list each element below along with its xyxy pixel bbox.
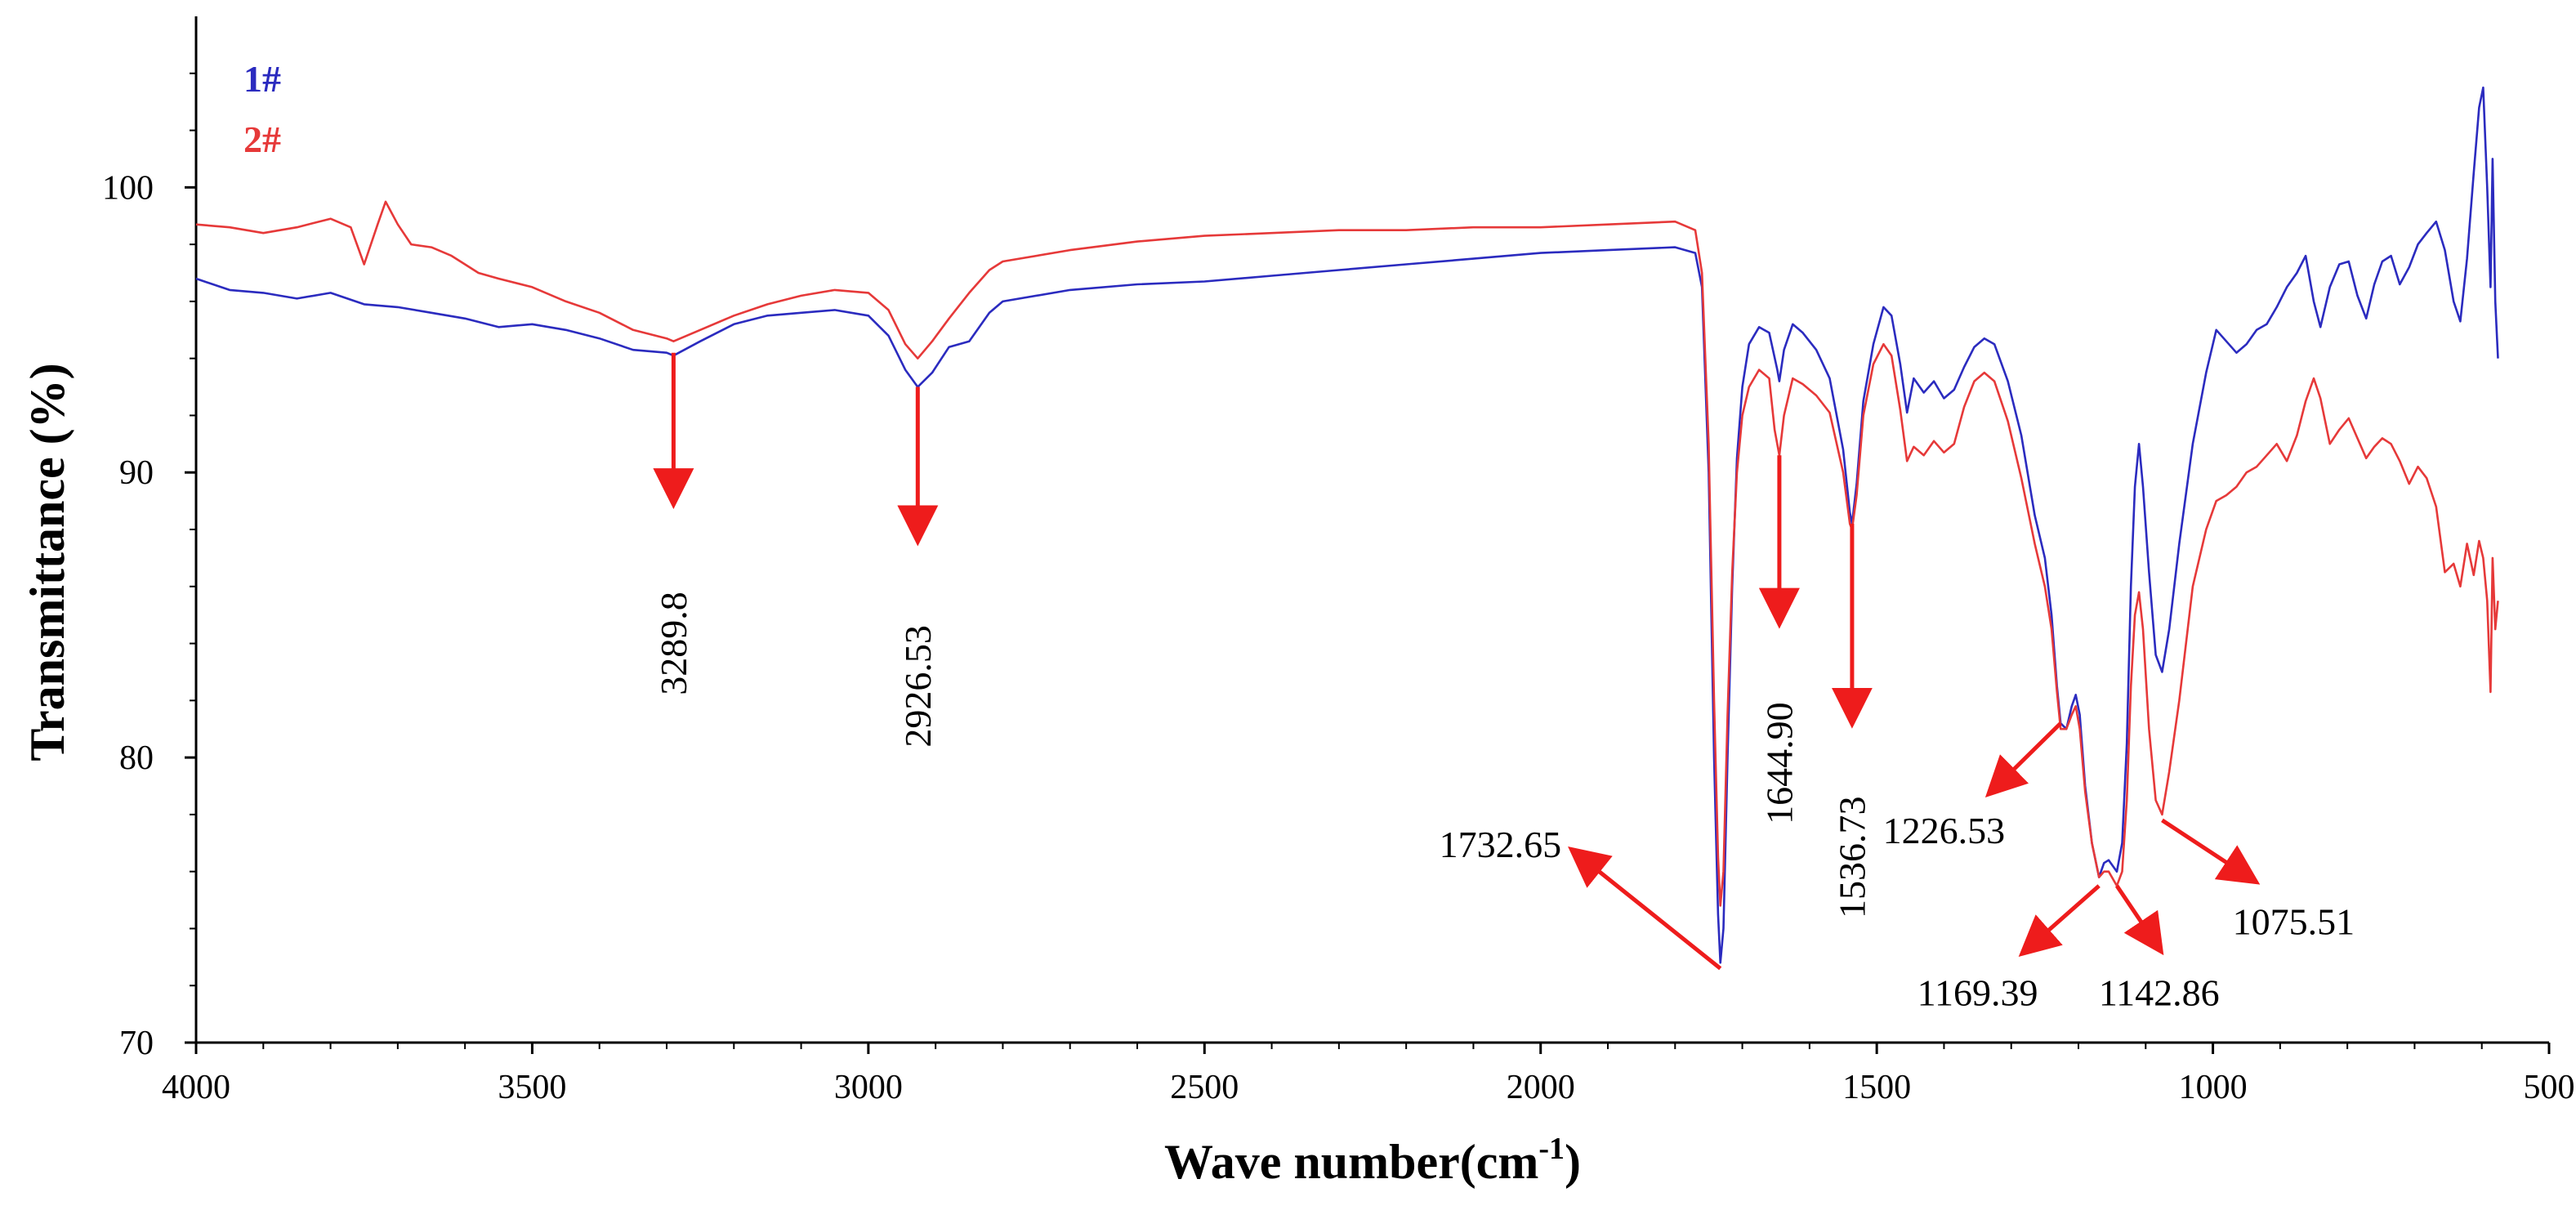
annotation-label: 1644.90 [1758, 702, 1800, 824]
annotation-label: 1732.65 [1440, 824, 1562, 865]
annotation-label: 2926.53 [897, 625, 939, 748]
y-tick-label: 90 [119, 454, 154, 492]
x-tick-label: 2500 [1170, 1069, 1239, 1106]
annotation-arrow [1984, 721, 2062, 797]
annotation-label: 1169.39 [1917, 972, 2038, 1014]
legend-entry: 2# [243, 118, 281, 160]
x-tick-label: 2000 [1507, 1069, 1575, 1106]
annotation-label: 1075.51 [2233, 900, 2355, 942]
axis-labels: Wave number(cm-1) Transmittance (%) [20, 363, 1581, 1189]
y-axis-label: Transmittance (%) [20, 363, 74, 761]
y-tick-label: 80 [119, 739, 154, 777]
legend-entry: 1# [243, 58, 281, 100]
annotation-label: 1142.86 [2099, 972, 2220, 1014]
legend: 1#2# [243, 58, 281, 160]
x-axis-label: Wave number(cm-1) [1164, 1132, 1581, 1189]
annotation-layer: 3289.8 2926.53 1644.90 1536.73 1732.65 1226.5… [653, 352, 2355, 1014]
annotation-label: 1226.53 [1883, 810, 2006, 851]
annotation-label: 1536.73 [1831, 796, 1873, 918]
x-tick-label: 1500 [1842, 1069, 1911, 1106]
annotation-arrow [2161, 818, 2261, 885]
y-tick-label: 70 [119, 1025, 154, 1062]
x-tick-label: 4000 [162, 1069, 230, 1106]
annotation-arrow [2114, 884, 2164, 956]
x-tick-label: 500 [2524, 1069, 2575, 1106]
series-layer [195, 86, 2499, 964]
y-tick-label: 100 [102, 169, 154, 207]
x-tick-label: 3500 [498, 1069, 566, 1106]
x-tick-label: 1000 [2179, 1069, 2248, 1106]
series-line-2 [195, 200, 2499, 907]
annotation-arrow [2018, 884, 2101, 957]
annotation-label: 3289.8 [653, 592, 694, 695]
series-line-1 [195, 86, 2499, 964]
chart-axes: 4000 3500 3000 2500 2000 1500 1000 500 70 80 90 100 [102, 16, 2575, 1106]
annotation-arrow [1568, 846, 1722, 971]
x-tick-label: 3000 [834, 1069, 903, 1106]
